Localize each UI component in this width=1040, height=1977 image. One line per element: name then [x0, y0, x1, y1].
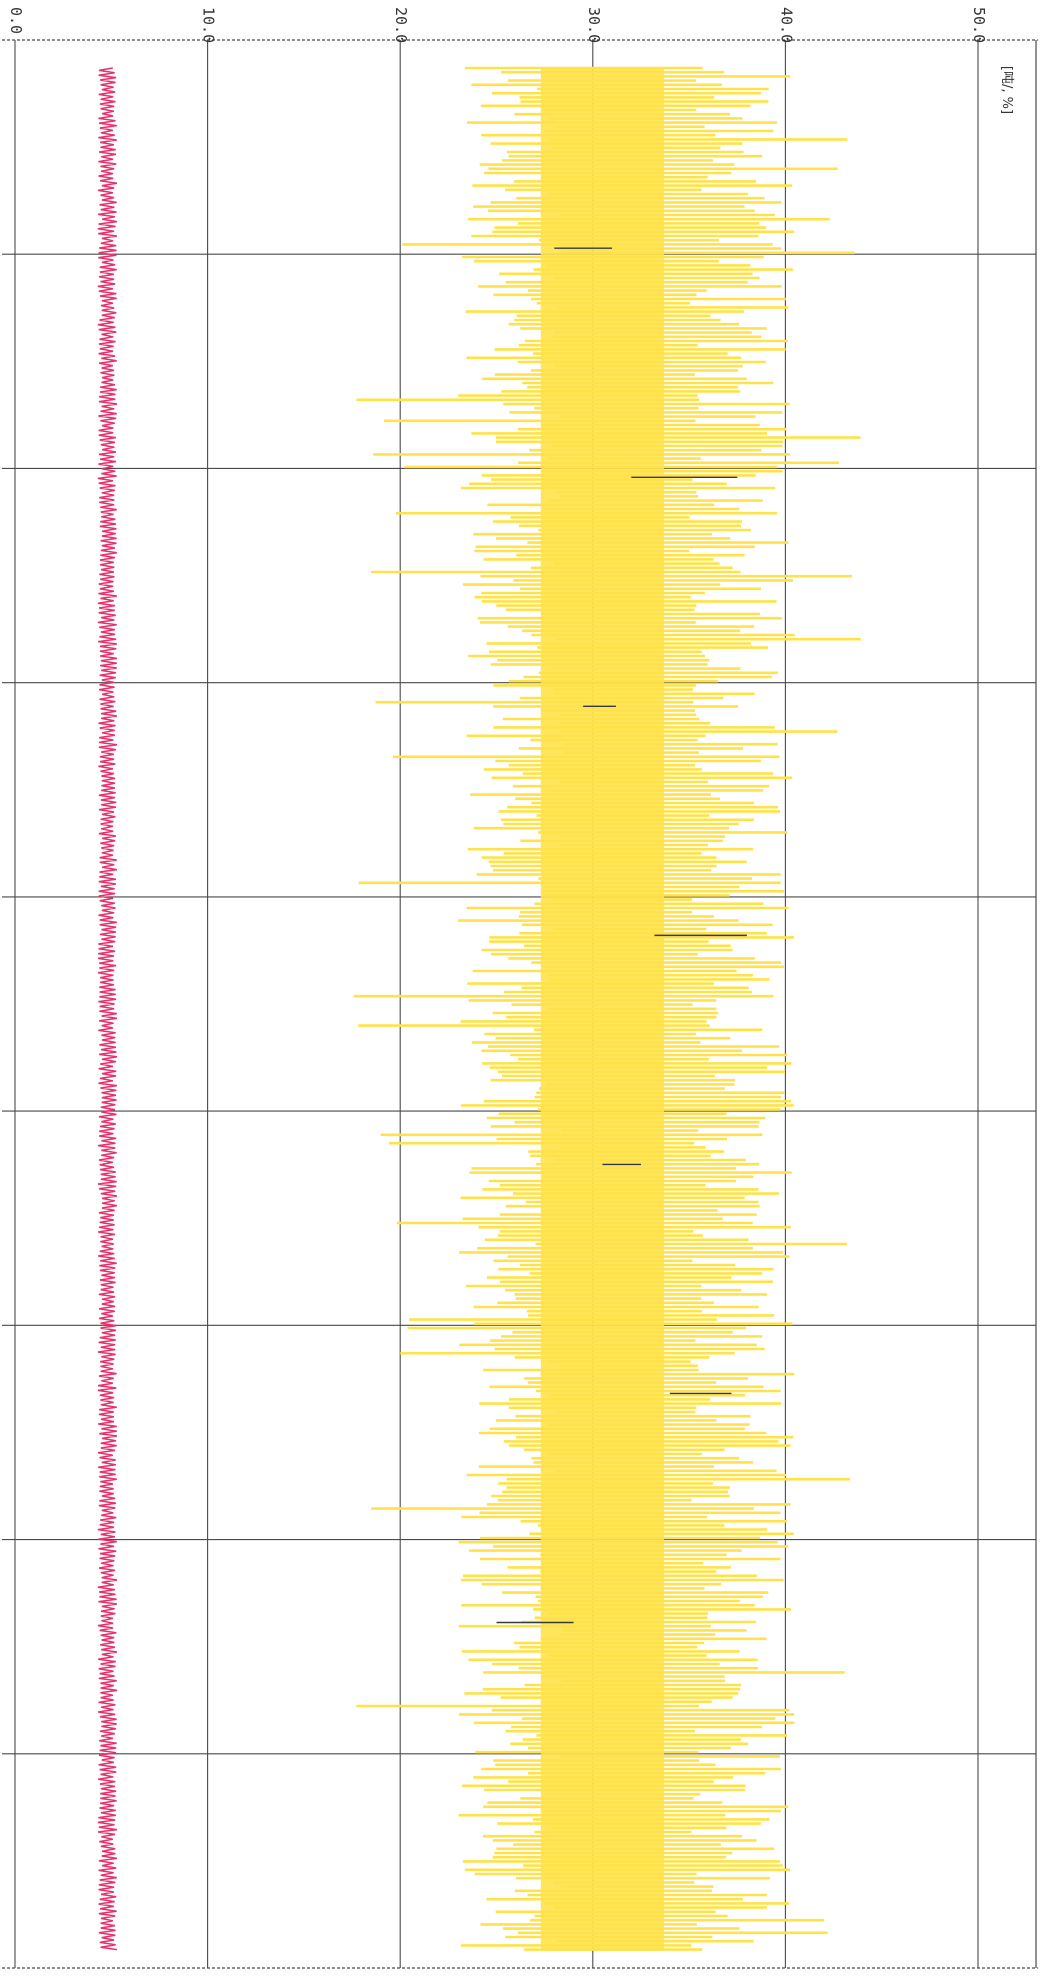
value-tick-label: 30.0	[585, 7, 603, 43]
series-1-trace	[97, 67, 118, 1951]
tick-group-1: 10.0	[200, 7, 218, 43]
series-0-group	[353, 66, 861, 1951]
value-axis-unit-label: [吨/, %]	[999, 66, 1014, 114]
value-tick-label: 20.0	[392, 7, 410, 43]
value-tick-label: 50.0	[970, 7, 988, 43]
tick-group-5: 50.0	[970, 7, 988, 43]
tick-group-3: 30.0	[585, 7, 603, 43]
unit-label-group: [吨/, %]	[999, 66, 1014, 114]
tick-group-4: 40.0	[777, 7, 795, 43]
series-1-group	[97, 67, 118, 1951]
tick-group-0: 0.0	[7, 7, 25, 34]
tick-group-2: 20.0	[392, 7, 410, 43]
value-tick-label: 10.0	[200, 7, 218, 43]
value-axis-ticks: 0.0 10.0 20.0 30.0 40.0 50.0	[7, 7, 988, 43]
series-layer	[97, 66, 861, 1951]
value-tick-label: 0.0	[7, 7, 25, 34]
series-0-core	[540, 68, 665, 1950]
value-tick-label: 40.0	[777, 7, 795, 43]
